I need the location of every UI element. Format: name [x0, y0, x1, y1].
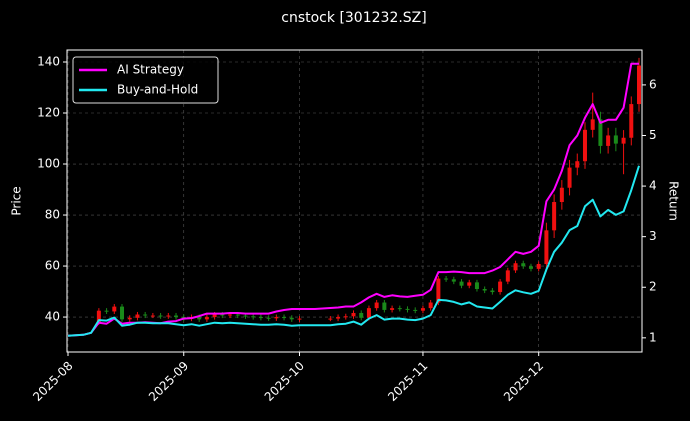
- candle-body: [467, 282, 472, 286]
- candle-body: [328, 318, 333, 320]
- candle-body: [258, 317, 263, 319]
- candle-body: [297, 318, 302, 320]
- plot-frame: [66, 49, 643, 353]
- candle-body: [351, 312, 356, 317]
- y-axis-label: Price: [10, 186, 24, 215]
- y2-tick-label: 2: [649, 280, 657, 294]
- y2-tick-label: 6: [649, 77, 657, 91]
- candle-body: [397, 308, 402, 310]
- candle-body: [482, 288, 487, 291]
- candle-body: [505, 270, 510, 282]
- legend-box: [72, 56, 219, 104]
- candle-body: [120, 306, 125, 320]
- candle-body: [143, 314, 148, 316]
- candle-body: [459, 281, 464, 286]
- candle-body: [451, 279, 456, 282]
- candle-body: [629, 104, 634, 138]
- candle-body: [582, 129, 587, 162]
- candle-body: [274, 317, 279, 319]
- legend-label: Buy-and-Hold: [117, 83, 198, 97]
- candle-body: [343, 316, 348, 318]
- candle-body: [228, 314, 233, 316]
- candle-body: [266, 317, 271, 319]
- candle-body: [243, 315, 248, 317]
- chart-title: cnstock [301232.SZ]: [281, 10, 426, 26]
- candle-body: [158, 315, 163, 317]
- candle-body: [575, 161, 580, 168]
- candle-body: [212, 314, 217, 318]
- y2-axis-label: Return: [667, 181, 681, 221]
- y-tick-label: 80: [45, 208, 60, 222]
- candle-body: [521, 263, 526, 267]
- candle-body: [204, 317, 209, 320]
- candle-body: [220, 314, 225, 316]
- candle-body: [197, 317, 202, 320]
- candle-body: [513, 263, 518, 271]
- candle-body: [436, 278, 441, 303]
- candle-body: [606, 135, 611, 146]
- candle-body: [390, 308, 395, 310]
- candle-body: [374, 302, 379, 309]
- candle-body: [420, 308, 425, 311]
- y-tick-label: 100: [37, 157, 60, 171]
- candle-body: [428, 302, 433, 309]
- y2-tick-label: 1: [649, 330, 657, 344]
- candle-body: [498, 281, 503, 293]
- candle-body: [104, 310, 109, 312]
- y-tick-label: 140: [37, 54, 60, 68]
- candle-body: [613, 135, 618, 144]
- y2-tick-label: 5: [649, 128, 657, 142]
- candle-body: [544, 230, 549, 265]
- candle-body: [150, 315, 155, 317]
- candle-body: [598, 119, 603, 146]
- candle-body: [405, 308, 410, 310]
- candle-body: [282, 317, 287, 319]
- y-tick-label: 40: [45, 310, 60, 324]
- legend-label: AI Strategy: [117, 63, 184, 77]
- candle-body: [366, 308, 371, 318]
- candle-body: [567, 167, 572, 188]
- candle-body: [528, 266, 533, 269]
- candle-body: [96, 310, 101, 323]
- y-tick-label: 60: [45, 259, 60, 273]
- candle-body: [166, 315, 171, 317]
- candle-body: [382, 302, 387, 310]
- candle-body: [536, 264, 541, 269]
- candle-body: [235, 314, 240, 316]
- candle-body: [174, 315, 179, 318]
- y2-tick-label: 3: [649, 229, 657, 243]
- candle-body: [127, 317, 132, 320]
- candle-body: [559, 187, 564, 203]
- candle-body: [621, 137, 626, 144]
- candle-body: [289, 317, 294, 320]
- line-series: [67, 165, 640, 337]
- candle-body: [135, 314, 140, 318]
- y2-tick-label: 4: [649, 179, 657, 193]
- candle-body: [251, 316, 256, 318]
- candle-body: [474, 282, 479, 289]
- candle-body: [590, 119, 595, 130]
- candle-body: [552, 202, 557, 231]
- candle-body: [444, 278, 449, 280]
- candle-body: [112, 306, 117, 312]
- candle-body: [336, 317, 341, 319]
- candle-body: [490, 290, 495, 293]
- candle-body: [413, 309, 418, 311]
- candle-body: [359, 312, 364, 318]
- candle-body: [637, 65, 641, 105]
- y-tick-label: 120: [37, 106, 60, 120]
